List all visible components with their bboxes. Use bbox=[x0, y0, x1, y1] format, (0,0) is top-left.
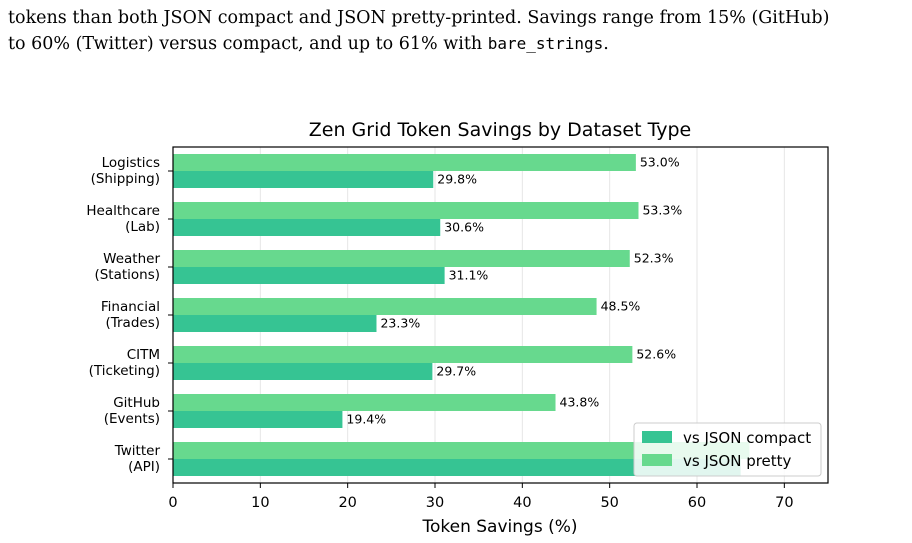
inline-code-bare-strings: bare_strings bbox=[487, 34, 604, 53]
bar-vs-json-pretty bbox=[173, 202, 639, 219]
bar-value-label: 52.3% bbox=[634, 251, 674, 266]
bar-value-label: 53.3% bbox=[642, 203, 682, 218]
bar-value-label: 29.7% bbox=[436, 364, 476, 379]
bar-vs-json-compact bbox=[173, 411, 343, 428]
bar-value-label: 23.3% bbox=[380, 316, 420, 331]
paragraph-line-2-end: . bbox=[603, 34, 609, 54]
legend-swatch bbox=[642, 454, 672, 466]
x-tick-label: 20 bbox=[338, 495, 356, 511]
bar-value-label: 52.6% bbox=[636, 347, 676, 362]
y-tick-sublabel: (Trades) bbox=[105, 315, 160, 331]
y-tick-sublabel: (Shipping) bbox=[91, 171, 160, 187]
bar-vs-json-compact bbox=[173, 315, 377, 332]
bar-vs-json-compact bbox=[173, 171, 434, 188]
y-axis: Logistics(Shipping) Healthcare(Lab) Weathe… bbox=[86, 155, 173, 475]
x-tick-label: 0 bbox=[168, 495, 177, 511]
y-tick-label: Twitter bbox=[114, 443, 161, 459]
legend-label: vs JSON compact bbox=[683, 429, 811, 447]
x-axis: 0 10 20 30 40 50 60 70 bbox=[168, 483, 794, 511]
bar-value-label: 31.1% bbox=[449, 268, 489, 283]
bar-value-label: 29.8% bbox=[437, 172, 477, 187]
bar-group bbox=[173, 154, 750, 476]
x-tick-label: 50 bbox=[600, 495, 618, 511]
x-axis-label: Token Savings (%) bbox=[421, 517, 577, 537]
y-tick-sublabel: (API) bbox=[128, 459, 160, 475]
bar-vs-json-compact bbox=[173, 219, 441, 236]
y-tick-sublabel: (Lab) bbox=[125, 219, 160, 235]
bar-vs-json-pretty bbox=[173, 154, 636, 171]
y-tick-label: Weather bbox=[103, 251, 160, 267]
y-tick-label: Financial bbox=[101, 299, 160, 315]
bar-value-label: 30.6% bbox=[444, 220, 484, 235]
paragraph-line-1: tokens than both JSON compact and JSON p… bbox=[8, 8, 830, 28]
bar-vs-json-pretty bbox=[173, 442, 750, 459]
bar-vs-json-compact bbox=[173, 363, 433, 380]
x-tick-label: 30 bbox=[426, 495, 444, 511]
bar-value-label: 43.8% bbox=[560, 395, 600, 410]
y-tick-label: Logistics bbox=[102, 155, 160, 171]
y-tick-sublabel: (Events) bbox=[104, 411, 160, 427]
legend-swatch bbox=[642, 431, 672, 443]
bar-vs-json-pretty bbox=[173, 298, 597, 315]
legend-label: vs JSON pretty bbox=[683, 452, 792, 470]
legend-box bbox=[633, 422, 822, 477]
bar-value-label: 19.4% bbox=[346, 412, 386, 427]
bar-vs-json-pretty bbox=[173, 346, 633, 363]
bar-value-labels: 29.8% 53.0% 30.6% 53.3% 31.1% 52.3% 23.3% 48.5%… bbox=[346, 155, 682, 427]
x-tick-label: 70 bbox=[775, 495, 793, 511]
x-tick-label: 10 bbox=[251, 495, 269, 511]
bar-value-label: 48.5% bbox=[601, 299, 641, 314]
paragraph-line-2-text: to 60% (Twitter) versus compact, and up … bbox=[8, 34, 488, 54]
paragraph-line-2: to 60% (Twitter) versus compact, and up … bbox=[8, 31, 908, 57]
chart-legend: vs JSON compact vs JSON pretty bbox=[633, 422, 822, 477]
y-tick-sublabel: (Stations) bbox=[94, 267, 160, 283]
bar-vs-json-pretty bbox=[173, 250, 630, 267]
body-paragraph: tokens than both JSON compact and JSON p… bbox=[8, 6, 908, 57]
y-tick-sublabel: (Ticketing) bbox=[89, 363, 160, 379]
y-tick-label: Healthcare bbox=[86, 203, 160, 219]
bar-value-label: 53.0% bbox=[640, 155, 680, 170]
bar-vs-json-pretty bbox=[173, 394, 556, 411]
y-tick-label: CITM bbox=[127, 347, 160, 363]
x-tick-label: 60 bbox=[688, 495, 706, 511]
chart-title: Zen Grid Token Savings by Dataset Type bbox=[309, 119, 692, 141]
bar-vs-json-compact bbox=[173, 267, 445, 284]
x-tick-label: 40 bbox=[513, 495, 531, 511]
y-tick-label: GitHub bbox=[113, 395, 160, 411]
bar-vs-json-compact bbox=[173, 459, 741, 476]
